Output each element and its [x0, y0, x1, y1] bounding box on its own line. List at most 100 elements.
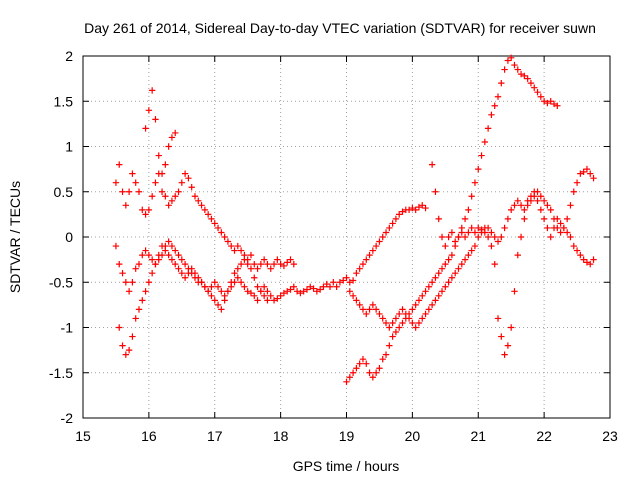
data-point-track-a — [195, 197, 202, 204]
data-point-track-e — [504, 215, 512, 223]
data-point-track-a — [257, 260, 265, 268]
data-point-track-a — [201, 206, 209, 214]
data-point-track-a — [204, 211, 212, 218]
data-point-track-d — [550, 100, 558, 108]
data-point-track-e — [409, 319, 416, 327]
data-point-track-f — [557, 220, 564, 227]
data-point-track-b — [422, 204, 429, 212]
data-point-track-f — [448, 229, 456, 236]
data-point-track-e — [415, 319, 423, 327]
data-point-track-e — [455, 265, 462, 272]
data-point-track-e — [419, 315, 426, 322]
data-point-track-d — [382, 351, 390, 358]
data-point-track-g — [168, 134, 176, 141]
data-point-track-g — [162, 161, 169, 168]
data-point-track-d — [363, 360, 370, 367]
data-point-track-b — [382, 229, 390, 236]
data-point-track-e — [573, 179, 581, 186]
data-point-track-f — [517, 233, 525, 241]
data-point-track-a — [264, 260, 271, 268]
data-point-track-e — [379, 315, 386, 322]
data-point-track-b — [274, 295, 281, 302]
data-point-track-e — [471, 242, 479, 250]
data-point-track-b — [297, 289, 304, 297]
data-point-track-e — [392, 315, 400, 322]
data-point-track-c — [237, 260, 245, 268]
data-point-track-c — [264, 297, 271, 304]
data-point-track-c — [122, 351, 130, 358]
data-point-track-d — [544, 99, 551, 107]
data-point-track-a — [274, 256, 281, 263]
data-point-track-a — [218, 229, 225, 236]
y-tick-label: -1.5 — [49, 365, 73, 381]
data-point-track-b — [214, 283, 222, 290]
data-point-track-f — [531, 188, 538, 195]
data-point-track-e — [544, 202, 551, 209]
data-point-track-d — [461, 215, 469, 223]
data-point-track-f — [478, 226, 485, 233]
data-point-track-e — [402, 310, 409, 318]
data-point-track-c — [228, 279, 235, 286]
data-point-track-d — [412, 301, 419, 309]
data-point-track-g — [152, 116, 159, 123]
data-point-track-d — [389, 333, 396, 340]
data-point-track-a — [254, 265, 261, 272]
data-point-track-c — [221, 297, 228, 304]
data-point-track-e — [369, 301, 377, 309]
data-point-track-e — [386, 324, 393, 331]
data-point-track-a — [284, 259, 291, 266]
data-point-track-d — [428, 279, 436, 286]
data-point-track-e — [484, 224, 492, 232]
data-point-track-a — [132, 179, 139, 186]
data-point-track-a — [231, 247, 238, 254]
data-point-track-b — [251, 292, 258, 300]
data-point-track-f — [488, 242, 495, 250]
data-point-track-f — [573, 247, 581, 254]
x-tick-label: 23 — [602, 428, 618, 444]
data-point-track-f — [537, 206, 545, 214]
x-tick-label: 20 — [405, 428, 421, 444]
data-point-track-a — [191, 193, 199, 200]
data-point-track-a — [129, 170, 136, 177]
data-point-track-d — [419, 292, 426, 300]
data-point-track-e — [399, 306, 406, 313]
x-tick-labels: 15 16 17 18 19 20 21 22 23 — [75, 428, 618, 444]
data-point-track-b — [356, 265, 363, 272]
data-point-track-c — [175, 265, 182, 272]
data-point-track-e — [382, 319, 390, 327]
data-point-track-g — [165, 143, 172, 150]
data-point-track-d — [353, 365, 360, 372]
data-point-track-c — [201, 283, 209, 290]
data-point-track-f — [468, 224, 475, 232]
data-point-track-b — [125, 288, 133, 295]
data-point-track-d — [504, 57, 512, 64]
data-point-track-e — [583, 165, 591, 173]
data-point-track-f — [481, 229, 489, 236]
data-point-track-a — [148, 193, 156, 200]
data-point-track-f — [494, 315, 502, 322]
data-point-track-a — [287, 256, 294, 263]
data-point-track-b — [310, 285, 317, 292]
data-point-track-e — [405, 315, 413, 322]
data-point-track-c — [125, 346, 133, 354]
data-point-track-b — [139, 251, 146, 259]
data-point-track-b — [142, 247, 149, 254]
data-point-track-f — [577, 251, 584, 259]
data-point-track-g — [142, 125, 149, 132]
data-point-track-b — [112, 242, 120, 250]
data-point-track-b — [254, 297, 261, 304]
data-point-track-a — [208, 215, 215, 223]
data-point-track-e — [422, 310, 429, 318]
data-point-track-c — [142, 288, 149, 295]
data-point-track-c — [260, 292, 268, 300]
data-point-track-d — [425, 283, 433, 290]
data-point-track-f — [461, 233, 469, 241]
data-point-track-b — [165, 238, 172, 245]
data-point-track-d — [448, 251, 456, 259]
data-point-track-c — [224, 288, 232, 295]
data-point-track-d — [465, 206, 472, 214]
data-point-track-b — [148, 256, 156, 263]
data-point-track-e — [563, 215, 571, 223]
data-point-track-e — [412, 324, 419, 331]
data-point-track-b — [280, 289, 288, 297]
